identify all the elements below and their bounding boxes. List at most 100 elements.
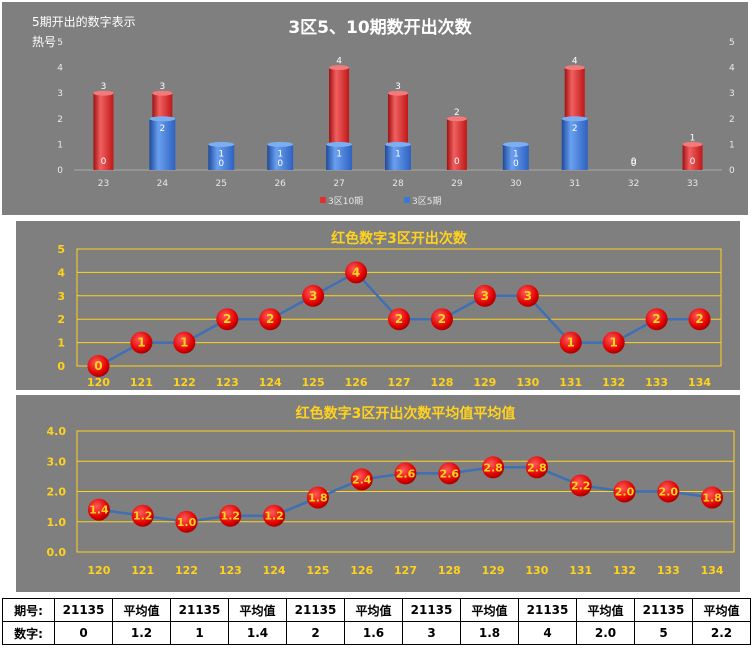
data-label: 4 [352,265,360,279]
x-tick-label: 127 [388,376,411,389]
data-point [525,456,548,479]
x-tick-label: 129 [473,376,496,389]
x-tick-label: 126 [350,564,373,577]
data-label: 2.0 [615,486,635,499]
data-label: 1.8 [308,492,328,505]
data-point [259,308,282,331]
data-label-3区10期: 4 [572,57,578,67]
data-label: 1.4 [89,504,109,517]
y-tick-label-right: 0 [729,166,735,176]
data-label: 2 [395,312,403,326]
x-tick-label: 124 [259,376,282,389]
table-cell: 2.2 [692,621,751,645]
data-label-3区10期: 2 [454,108,460,118]
data-label: 1.2 [133,510,153,523]
y-tick-label: 5 [57,243,65,256]
data-label-3区5期: 2 [159,124,165,134]
data-label-3区10期: 3 [395,82,401,92]
count-line-chart-panel: 红色数字3区开出次数 0 1 2 3 4 5 0 120 1 121 1 122 2 123 2 124 3 125… [16,221,740,390]
y-tick-label-right: 4 [729,64,735,74]
x-tick-label: 132 [613,564,636,577]
data-point [219,504,242,527]
average-line-chart-panel: 红色数字3区开出次数平均值平均值 0.0 1.0 2.0 3.0 4.0 1.4 120 1.2… [16,395,740,592]
table-cell: 平均值 [692,598,751,622]
x-tick-label: 125 [306,564,329,577]
bar-top-3区10期 [152,90,173,96]
data-label-3区5期: 0 [690,157,696,167]
data-label: 2.8 [527,461,547,474]
data-label: 3 [481,289,489,303]
data-label: 3 [309,289,317,303]
data-label: 2.2 [571,479,591,492]
y-tick-label-left: 0 [57,166,63,176]
data-label-3区10期: 0 [631,159,637,169]
data-point [559,331,582,354]
data-label-3区5期: 1 [336,149,342,159]
bar-3区5期 [149,118,176,170]
y-tick-label-left: 2 [57,115,63,125]
y-tick-label-left: 1 [57,140,63,150]
bar-top-3区5期 [502,141,529,147]
data-label-3区5期: 0 [454,157,460,167]
table-cell: 21135 [170,598,229,622]
data-point [216,308,239,331]
table-cell: 平均值 [228,598,287,622]
x-tick-label: 134 [701,564,724,577]
x-tick-label: 124 [263,564,286,577]
data-point [657,480,680,503]
data-label-3区10期: 0 [513,159,519,169]
bar-3区10期 [93,93,114,170]
table-cell: 3 [402,621,461,645]
data-point [131,504,154,527]
data-label: 1 [567,336,575,350]
y-tick-label-right: 5 [729,38,735,48]
y-tick-label-left: 3 [57,89,63,99]
x-tick-label: 23 [98,179,109,189]
data-label: 1 [180,336,188,350]
data-point [302,284,325,307]
y-tick-label-left: 5 [57,38,63,48]
data-point [263,504,286,527]
x-tick-label: 24 [157,179,169,189]
y-tick-label: 1 [57,337,65,350]
chart-title: 3区5、10期数开出次数 [288,17,472,38]
data-point [173,331,196,354]
x-tick-label: 130 [525,564,548,577]
x-tick-label: 122 [173,376,196,389]
bar-3区5期 [502,144,529,170]
table-cell: 平均值 [112,598,171,622]
x-tick-label: 128 [438,564,461,577]
data-label: 1.0 [177,516,197,529]
x-tick-label: 29 [451,179,463,189]
data-point [516,284,539,307]
x-tick-label: 129 [482,564,505,577]
y-tick-label-right: 1 [729,140,735,150]
y-tick-label: 0 [57,360,65,373]
data-point [87,355,110,377]
table-cell: 2 [286,621,345,645]
y-tick-label-right: 3 [729,89,735,99]
data-label-3区10期: 3 [101,82,107,92]
data-label-3区10期: 4 [336,57,342,67]
data-point [473,284,496,307]
data-label-3区5期: 1 [277,149,283,159]
x-tick-label: 120 [87,564,110,577]
side-label: 热号 [32,35,56,49]
bar-top-3区10期 [564,65,585,71]
count-line-chart: 红色数字3区开出次数012345012011211122212321243125… [57,230,722,389]
table-cell: 0 [54,621,113,645]
data-point [569,474,592,497]
data-label: 1 [137,336,145,350]
x-tick-label: 127 [394,564,417,577]
row-header-cell: 期号: [2,598,55,622]
row-header-cell: 数字: [2,621,55,645]
x-tick-label: 121 [131,564,154,577]
x-tick-label: 131 [559,376,582,389]
table-row: 数字: 0 1.2 1 1.4 2 1.6 3 1.8 4 2.0 5 2.2 [2,621,751,645]
data-label-3区10期: 1 [690,133,696,143]
data-label: 2.4 [352,473,372,486]
x-tick-label: 133 [645,376,668,389]
data-point [430,308,453,331]
x-tick-label: 123 [219,564,242,577]
x-tick-label: 128 [430,376,453,389]
